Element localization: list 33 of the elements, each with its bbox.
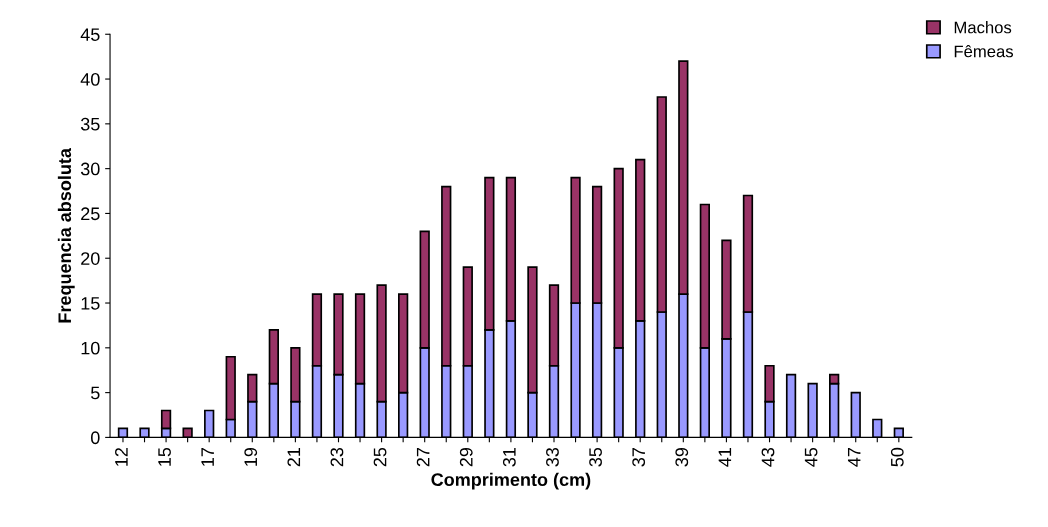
x-tick-label: 15 [158, 447, 171, 466]
x-tick-label: 50 [890, 447, 904, 467]
y-tick-label: 10 [81, 341, 100, 355]
x-tick-label: 43 [761, 447, 775, 467]
x-tick-label: 35 [589, 447, 602, 467]
x-tick-label: 27 [416, 448, 430, 467]
x-axis-title: Comprimento (cm) [431, 472, 591, 490]
y-axis-title: Frequencia absoluta [57, 147, 75, 323]
y-tick-label: 45 [80, 28, 100, 41]
y-tick-label: 0 [90, 431, 100, 445]
x-tick-label: 21 [287, 448, 301, 467]
x-tick-label: 29 [459, 447, 473, 467]
x-tick-label: 19 [244, 447, 258, 466]
y-tick-label: 15 [81, 297, 100, 310]
x-tick-label: 12 [115, 448, 128, 466]
x-tick-label: 47 [847, 448, 861, 467]
x-tick-label: 25 [373, 447, 387, 467]
x-tick-label: 31 [502, 448, 516, 467]
x-tick-label: 17 [201, 448, 214, 466]
y-tick-label: 5 [91, 386, 100, 400]
x-tick-label: 33 [546, 447, 559, 467]
y-tick-label: 25 [81, 207, 100, 221]
y-tick-label: 35 [80, 117, 100, 131]
legend-label: Fêmeas [954, 45, 1014, 58]
y-tick-label: 20 [81, 252, 100, 265]
x-tick-label: 37 [632, 448, 646, 467]
y-tick-label: 40 [80, 72, 100, 86]
x-tick-label: 39 [675, 447, 689, 467]
legend-label: Machos [954, 21, 1012, 34]
x-tick-label: 45 [804, 447, 818, 467]
x-tick-label: 23 [330, 447, 344, 467]
y-tick-label: 30 [80, 162, 100, 176]
x-tick-label: 41 [718, 448, 732, 467]
